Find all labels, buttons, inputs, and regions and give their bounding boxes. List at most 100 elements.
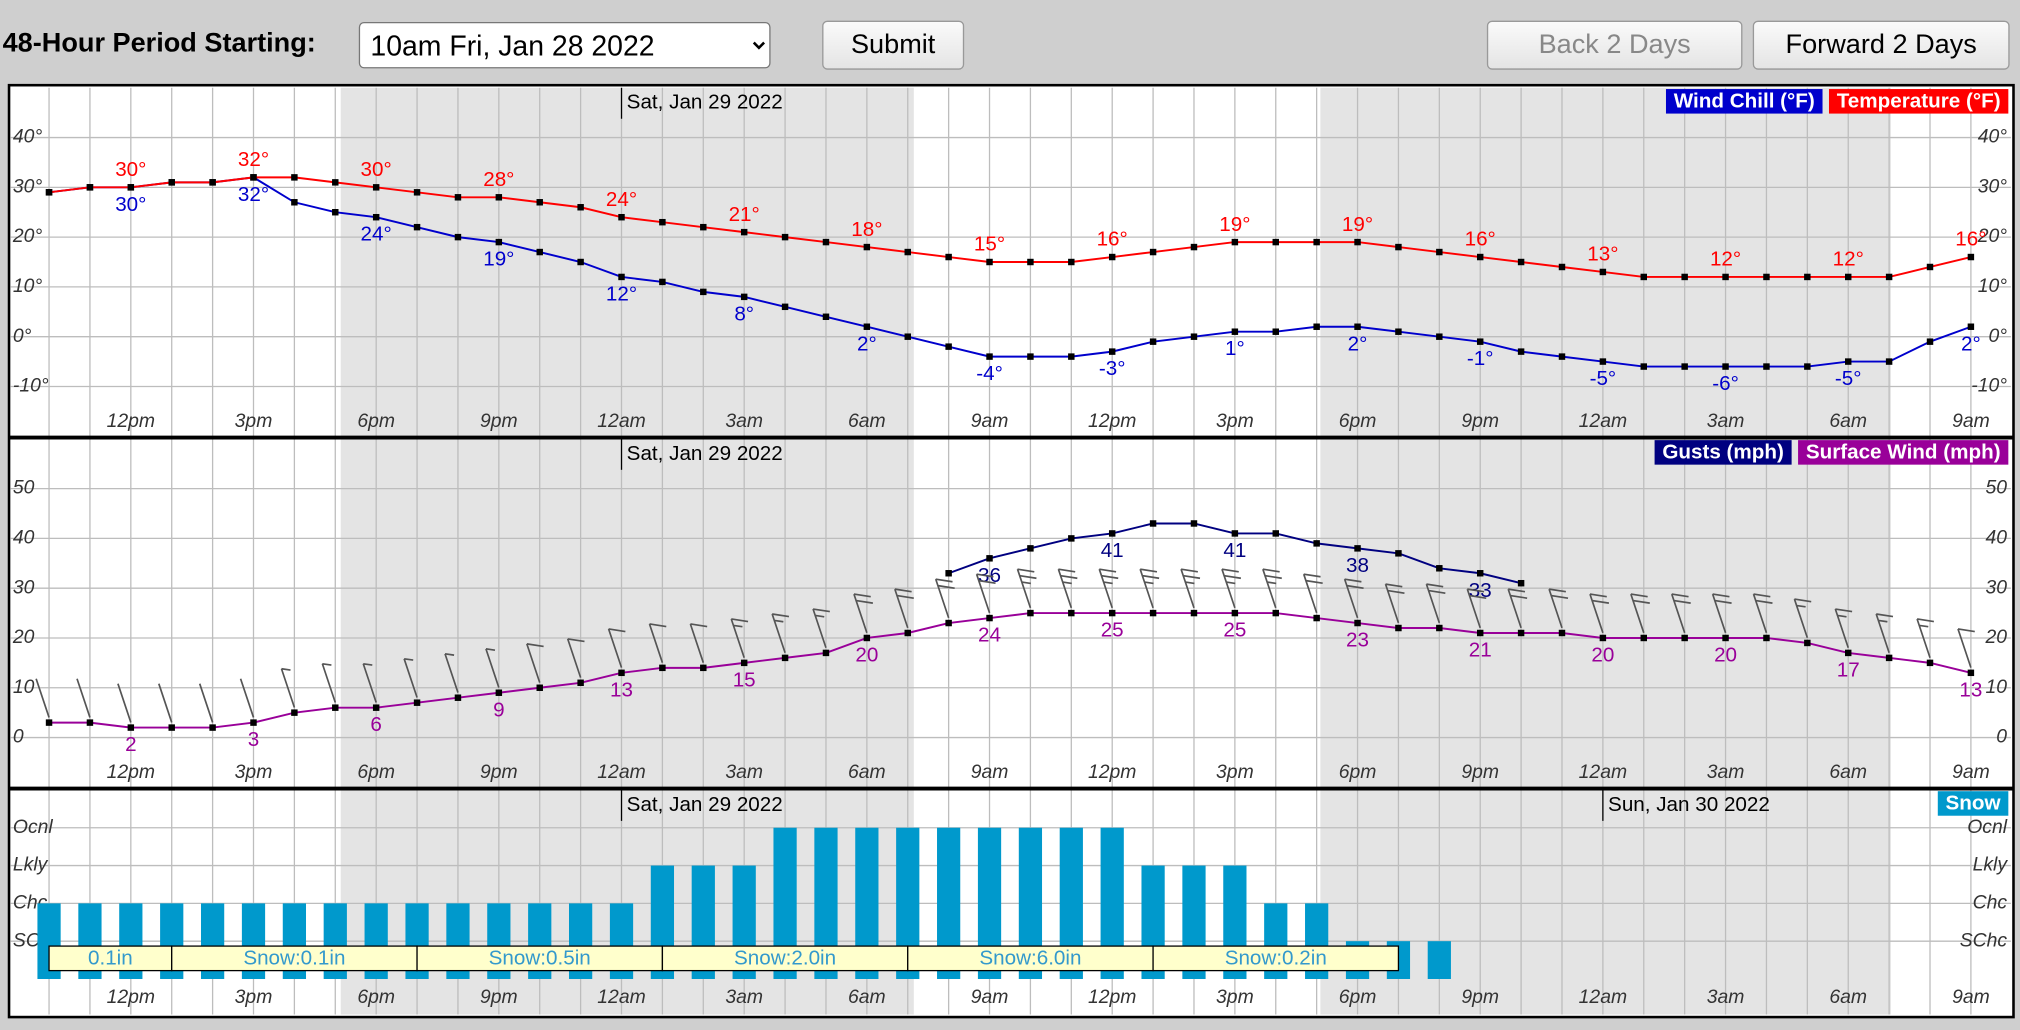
point-marker xyxy=(1190,243,1198,251)
point-marker xyxy=(250,719,257,726)
data-label: 25 xyxy=(1101,619,1124,642)
y-tick-label: 20° xyxy=(12,225,43,247)
x-tick-label: 6am xyxy=(848,761,886,783)
x-tick-label: 12am xyxy=(597,986,645,1008)
y-tick-label: SChc xyxy=(1960,929,2008,951)
data-label: 19° xyxy=(483,248,514,271)
night-shading xyxy=(340,438,914,788)
point-marker xyxy=(1231,238,1239,246)
point-marker xyxy=(700,288,707,296)
y-tick-label: Lkly xyxy=(13,854,49,876)
point-marker xyxy=(986,614,993,622)
point-marker xyxy=(45,189,53,196)
point-marker xyxy=(945,343,952,350)
point-marker xyxy=(1436,624,1443,632)
point-marker xyxy=(1027,609,1034,617)
point-marker xyxy=(904,333,911,340)
y-tick-label: 0° xyxy=(13,325,32,347)
point-marker xyxy=(1108,530,1116,537)
point-marker xyxy=(413,189,421,196)
x-tick-label: 6am xyxy=(848,410,886,432)
bar xyxy=(977,827,1002,979)
data-label: 9 xyxy=(493,698,504,721)
point-marker xyxy=(618,273,625,281)
point-marker xyxy=(904,629,911,637)
data-label: 15 xyxy=(733,668,756,691)
forward-button[interactable]: Forward 2 Days xyxy=(1752,20,2010,70)
point-marker xyxy=(740,659,748,667)
point-marker xyxy=(1640,273,1648,281)
point-marker xyxy=(1885,273,1893,281)
y-tick-label: 20 xyxy=(1984,626,2007,648)
data-label: 21° xyxy=(729,203,760,226)
point-marker xyxy=(1926,659,1934,667)
wind-barb xyxy=(1180,568,1201,609)
wind-barb xyxy=(158,683,173,723)
wind-barb xyxy=(1957,628,1975,668)
x-tick-label: 3pm xyxy=(235,410,273,432)
x-tick-label: 3am xyxy=(725,761,763,783)
point-marker xyxy=(127,724,135,731)
legend-label: Snow xyxy=(1946,792,2002,815)
point-marker xyxy=(1027,258,1034,266)
data-label: 8° xyxy=(734,302,754,325)
x-tick-label: 3am xyxy=(1707,986,1745,1008)
point-marker xyxy=(1476,338,1484,345)
point-marker xyxy=(372,184,380,191)
wind-barb xyxy=(1139,568,1160,609)
submit-button[interactable]: Submit xyxy=(822,20,965,70)
wind-barb xyxy=(1262,568,1282,609)
y-tick-label: 0° xyxy=(1989,325,2008,347)
bar xyxy=(896,827,920,979)
point-marker xyxy=(1763,273,1770,281)
data-label: 24 xyxy=(978,624,1001,647)
x-tick-label: 12am xyxy=(597,761,645,783)
point-marker xyxy=(1149,520,1157,527)
point-marker xyxy=(1885,654,1893,662)
point-marker xyxy=(372,704,380,711)
x-tick-label: 12pm xyxy=(107,761,155,783)
wind-barb xyxy=(362,662,377,703)
point-marker xyxy=(1517,629,1525,637)
wind-barb xyxy=(1752,593,1773,634)
wind-barb xyxy=(444,653,459,693)
point-marker xyxy=(1027,545,1034,552)
point-marker xyxy=(1436,565,1443,572)
period-select[interactable]: 10am Fri, Jan 28 2022 xyxy=(358,21,771,69)
data-label: 16° xyxy=(1955,228,1986,251)
point-marker xyxy=(127,184,135,191)
x-tick-label: 6pm xyxy=(1339,986,1377,1008)
data-label: 28° xyxy=(483,168,514,191)
wind-barb xyxy=(1221,568,1242,609)
x-tick-label: 3pm xyxy=(235,761,273,783)
x-tick-label: 12am xyxy=(597,410,645,432)
point-marker xyxy=(1845,358,1852,365)
x-tick-label: 12am xyxy=(1579,410,1627,432)
point-marker xyxy=(536,248,543,256)
point-marker xyxy=(1517,579,1525,587)
night-shading xyxy=(1320,438,1891,788)
series-line xyxy=(49,612,1972,729)
point-marker xyxy=(1558,263,1566,271)
point-marker xyxy=(1354,619,1361,627)
point-marker xyxy=(945,570,952,577)
data-label: 12° xyxy=(606,282,637,305)
point-marker xyxy=(1436,248,1443,256)
accumulation-box xyxy=(907,945,1154,972)
wind-barb xyxy=(485,648,500,688)
point-marker xyxy=(1967,669,1975,677)
point-marker xyxy=(1763,363,1770,370)
data-label: -5° xyxy=(1835,367,1862,390)
y-tick-label: -10° xyxy=(13,375,49,397)
point-marker xyxy=(1354,323,1361,330)
point-marker xyxy=(413,223,421,231)
accumulation-label: Snow:0.5in xyxy=(489,946,591,969)
data-label: 21 xyxy=(1469,639,1492,662)
wind-barb xyxy=(730,618,749,658)
y-tick-label: Chc xyxy=(1973,891,2008,913)
wind-barb xyxy=(853,593,874,634)
point-marker xyxy=(332,704,339,711)
legend-label: Gusts (mph) xyxy=(1662,440,1784,463)
data-label: 24° xyxy=(361,223,392,246)
wind-barb xyxy=(1589,593,1610,634)
